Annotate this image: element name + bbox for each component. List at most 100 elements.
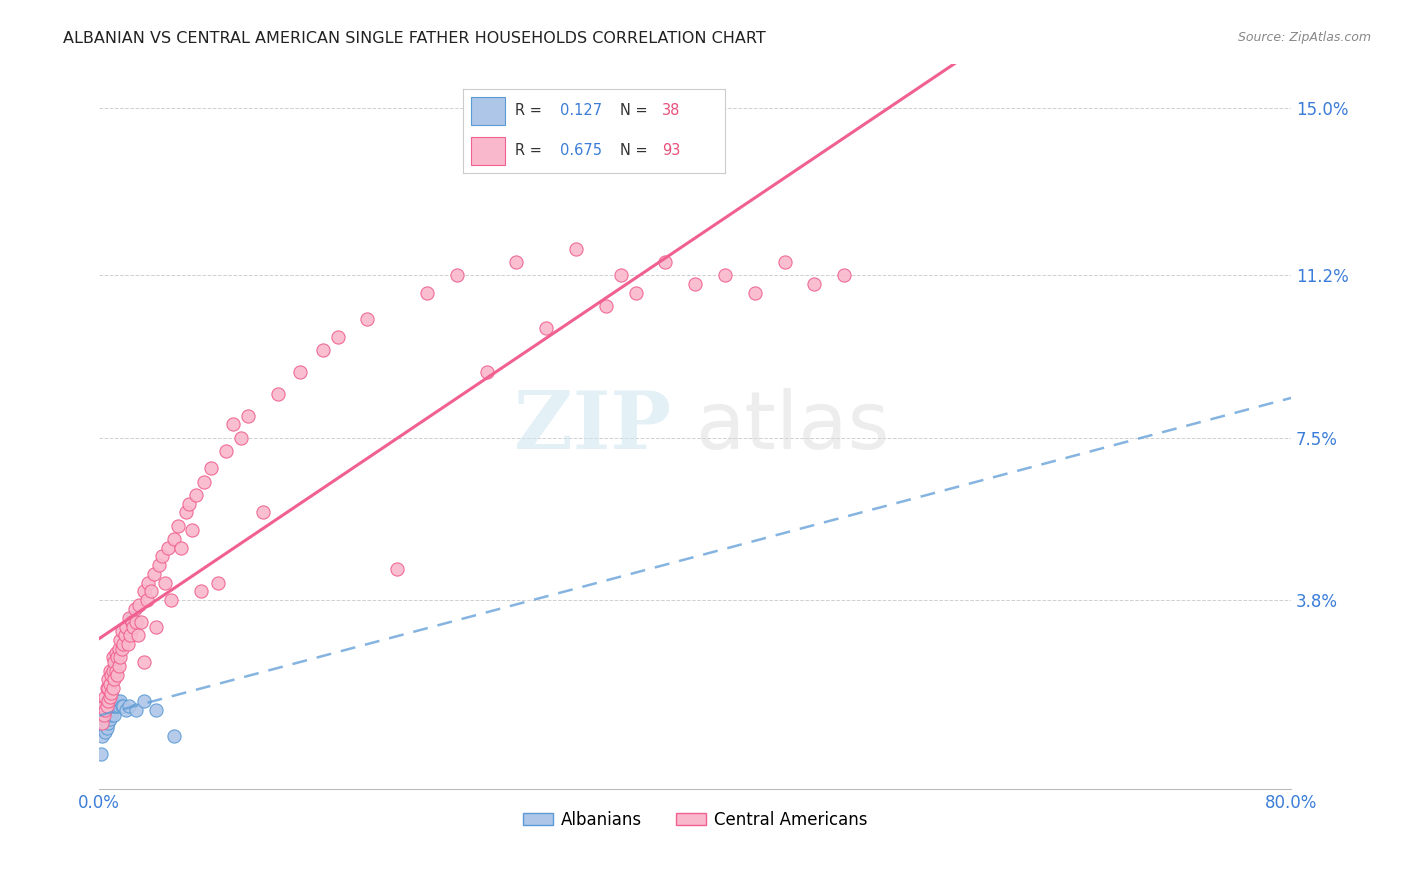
Point <box>505 255 527 269</box>
Point <box>180 523 202 537</box>
Point <box>107 659 129 673</box>
Point <box>101 703 124 717</box>
Point <box>129 615 152 630</box>
Point <box>184 488 207 502</box>
Point <box>101 664 124 678</box>
Point <box>387 562 409 576</box>
Point <box>96 703 118 717</box>
Point <box>100 668 122 682</box>
Point <box>91 716 114 731</box>
Point <box>159 593 181 607</box>
Point <box>215 443 238 458</box>
Point <box>115 703 138 717</box>
Point <box>121 611 143 625</box>
Point <box>475 365 498 379</box>
Point <box>103 655 125 669</box>
Point <box>132 584 155 599</box>
Point <box>832 268 855 282</box>
Point <box>108 632 131 647</box>
Point <box>100 685 122 699</box>
Point <box>132 694 155 708</box>
Point <box>163 730 186 744</box>
Point <box>124 602 146 616</box>
Text: atlas: atlas <box>695 388 890 466</box>
Point <box>744 285 766 300</box>
Point <box>125 615 148 630</box>
Point <box>103 673 125 687</box>
Point <box>118 698 141 713</box>
Point <box>105 650 128 665</box>
Point <box>803 277 825 291</box>
Point <box>290 365 312 379</box>
Point <box>120 628 142 642</box>
Point <box>97 707 120 722</box>
Point <box>153 575 176 590</box>
Point <box>98 664 121 678</box>
Legend: Albanians, Central Americans: Albanians, Central Americans <box>516 804 875 835</box>
Point <box>238 409 260 423</box>
Point <box>125 703 148 717</box>
Point <box>128 598 150 612</box>
Point <box>98 677 121 691</box>
Point <box>97 716 120 731</box>
Point <box>167 518 190 533</box>
Point <box>97 681 120 695</box>
Point <box>118 611 141 625</box>
Point <box>356 312 378 326</box>
Point <box>222 417 245 432</box>
Point <box>100 698 122 713</box>
Point <box>104 664 127 678</box>
Point <box>110 624 132 638</box>
Point <box>104 698 127 713</box>
Point <box>108 650 131 665</box>
Point <box>96 681 118 695</box>
Point <box>105 668 128 682</box>
Point <box>267 386 290 401</box>
Point <box>115 619 138 633</box>
Point <box>143 566 166 581</box>
Point <box>135 593 157 607</box>
Point <box>96 694 118 708</box>
Point <box>127 628 149 642</box>
Point <box>96 698 118 713</box>
Point <box>609 268 631 282</box>
Text: Source: ZipAtlas.com: Source: ZipAtlas.com <box>1237 31 1371 45</box>
Point <box>101 681 124 695</box>
Point <box>595 299 617 313</box>
Point <box>252 505 274 519</box>
Point <box>101 650 124 665</box>
Point <box>110 641 132 656</box>
Point <box>150 549 173 564</box>
Point <box>190 584 212 599</box>
Point <box>200 461 222 475</box>
Point <box>97 673 120 687</box>
Point <box>93 698 115 713</box>
Point <box>624 285 647 300</box>
Point <box>138 575 160 590</box>
Point <box>312 343 335 357</box>
Point <box>132 655 155 669</box>
Point <box>174 505 197 519</box>
Point <box>93 698 115 713</box>
Point <box>148 558 170 572</box>
Point <box>96 712 118 726</box>
Point <box>98 703 121 717</box>
Point <box>104 646 127 660</box>
Point <box>170 541 193 555</box>
Point <box>534 320 557 334</box>
Point <box>117 637 139 651</box>
Point <box>565 242 588 256</box>
Point <box>100 707 122 722</box>
Point <box>112 698 135 713</box>
Point <box>108 694 131 708</box>
Point <box>683 277 706 291</box>
Point <box>93 716 115 731</box>
Point <box>97 698 120 713</box>
Point <box>94 703 117 717</box>
Point <box>207 575 229 590</box>
Point <box>112 637 135 651</box>
Point <box>416 285 439 300</box>
Point <box>103 707 125 722</box>
Point <box>94 703 117 717</box>
Point <box>98 712 121 726</box>
